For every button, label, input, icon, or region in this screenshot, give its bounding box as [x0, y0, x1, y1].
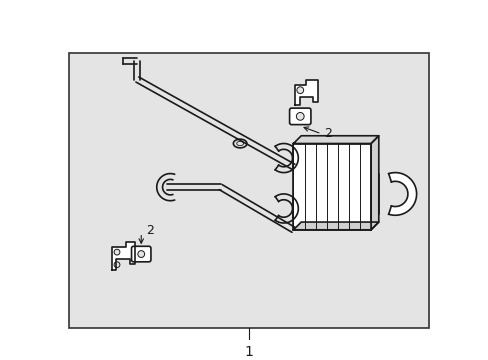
Circle shape: [138, 251, 144, 257]
Circle shape: [296, 87, 303, 94]
Circle shape: [114, 249, 120, 255]
Polygon shape: [293, 136, 378, 144]
Bar: [68, 53, 428, 328]
FancyBboxPatch shape: [131, 246, 151, 262]
Bar: [293, 144, 370, 230]
Polygon shape: [112, 242, 135, 270]
Polygon shape: [388, 172, 416, 215]
Ellipse shape: [236, 141, 243, 146]
Polygon shape: [295, 81, 317, 105]
FancyBboxPatch shape: [289, 108, 310, 125]
Text: 2: 2: [324, 127, 332, 140]
Polygon shape: [293, 222, 378, 230]
Circle shape: [114, 262, 120, 267]
Text: 1: 1: [244, 345, 253, 359]
Polygon shape: [370, 136, 378, 230]
Circle shape: [296, 112, 304, 120]
Ellipse shape: [233, 139, 246, 148]
Text: 2: 2: [146, 224, 154, 237]
